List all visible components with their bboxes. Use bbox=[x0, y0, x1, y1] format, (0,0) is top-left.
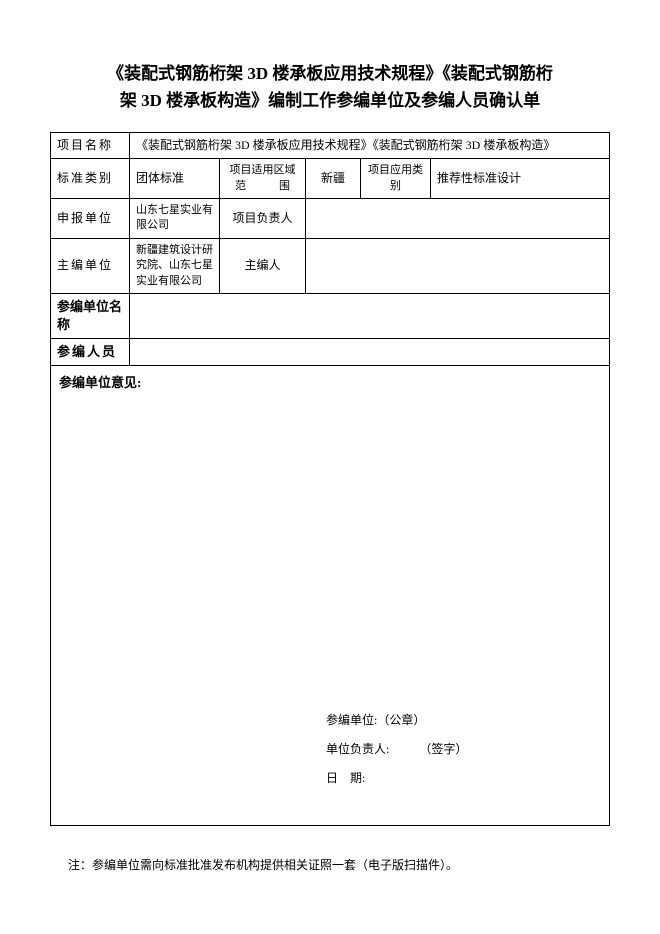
form-table: 项目名称 《装配式钢筋桁架 3D 楼承板应用技术规程》《装配式钢筋桁架 3D 楼… bbox=[50, 132, 610, 826]
signature-block: 参编单位:（公章） 单位负责人: （签字） 日 期: bbox=[326, 706, 467, 792]
coed-unit-value bbox=[130, 293, 610, 338]
coed-person-value bbox=[130, 339, 610, 366]
title-line-2: 架 3D 楼承板构造》编制工作参编单位及参编人员确认单 bbox=[50, 87, 610, 114]
applicant-label: 申报单位 bbox=[51, 198, 130, 238]
chief-person-value bbox=[306, 238, 610, 293]
standard-type-label: 标准类别 bbox=[51, 159, 130, 199]
sign-unit: 参编单位:（公章） bbox=[326, 706, 467, 735]
app-type-value: 推荐性标准设计 bbox=[431, 159, 610, 199]
document-title: 《装配式钢筋桁架 3D 楼承板应用技术规程》《装配式钢筋桁 架 3D 楼承板构造… bbox=[50, 60, 610, 114]
title-line-1: 《装配式钢筋桁架 3D 楼承板应用技术规程》《装配式钢筋桁 bbox=[50, 60, 610, 87]
project-name-value: 《装配式钢筋桁架 3D 楼承板应用技术规程》《装配式钢筋桁架 3D 楼承板构造》 bbox=[130, 133, 610, 159]
scope-value: 新疆 bbox=[306, 159, 361, 199]
row-applicant: 申报单位 山东七星实业有限公司 项目负责人 bbox=[51, 198, 610, 238]
standard-type-value: 团体标准 bbox=[130, 159, 220, 199]
proj-leader-value bbox=[306, 198, 610, 238]
opinion-cell: 参编单位意见: 参编单位:（公章） 单位负责人: （签字） 日 期: bbox=[51, 366, 610, 826]
document-page: 《装配式钢筋桁架 3D 楼承板应用技术规程》《装配式钢筋桁 架 3D 楼承板构造… bbox=[0, 0, 660, 913]
chief-person-label: 主编人 bbox=[220, 238, 306, 293]
coed-unit-label: 参编单位名称 bbox=[51, 293, 130, 338]
row-project-name: 项目名称 《装配式钢筋桁架 3D 楼承板应用技术规程》《装配式钢筋桁架 3D 楼… bbox=[51, 133, 610, 159]
sign-leader: 单位负责人: （签字） bbox=[326, 735, 467, 764]
row-standard: 标准类别 团体标准 项目适用区域范 围 新疆 项目应用类 别 推荐性标准设计 bbox=[51, 159, 610, 199]
project-name-label: 项目名称 bbox=[51, 133, 130, 159]
opinion-label: 参编单位意见: bbox=[59, 374, 601, 392]
row-coed-unit: 参编单位名称 bbox=[51, 293, 610, 338]
chief-unit-label: 主编单位 bbox=[51, 238, 130, 293]
chief-unit-value: 新疆建筑设计研究院、山东七星实业有限公司 bbox=[130, 238, 220, 293]
applicant-value: 山东七星实业有限公司 bbox=[130, 198, 220, 238]
sign-date: 日 期: bbox=[326, 764, 467, 793]
app-type-label: 项目应用类 别 bbox=[361, 159, 431, 199]
scope-label: 项目适用区域范 围 bbox=[220, 159, 306, 199]
proj-leader-label: 项目负责人 bbox=[220, 198, 306, 238]
row-opinion: 参编单位意见: 参编单位:（公章） 单位负责人: （签字） 日 期: bbox=[51, 366, 610, 826]
row-chief: 主编单位 新疆建筑设计研究院、山东七星实业有限公司 主编人 bbox=[51, 238, 610, 293]
row-coed-person: 参编人员 bbox=[51, 339, 610, 366]
coed-person-label: 参编人员 bbox=[51, 339, 130, 366]
footnote: 注：参编单位需向标准批准发布机构提供相关证照一套（电子版扫描件）。 bbox=[50, 856, 610, 873]
